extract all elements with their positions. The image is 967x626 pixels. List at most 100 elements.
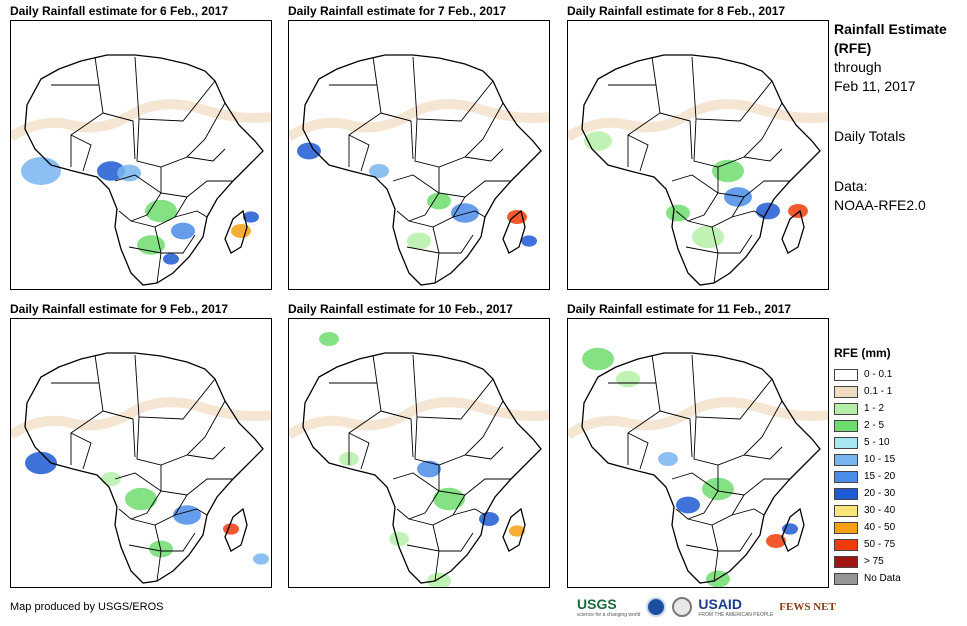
country-border	[671, 472, 719, 520]
totals-label: Daily Totals	[834, 128, 906, 144]
legend-label: 30 - 40	[864, 505, 896, 516]
rainfall-area	[173, 505, 201, 525]
legend-label: 40 - 50	[864, 522, 896, 533]
rainfall-area	[712, 159, 744, 183]
rainfall-area	[788, 204, 808, 218]
country-border	[452, 508, 486, 516]
country-border	[128, 544, 162, 582]
legend-label: > 75	[864, 556, 884, 567]
rainfall-area	[417, 460, 441, 478]
country-border	[687, 196, 745, 228]
through-label: through	[834, 59, 882, 75]
coastline	[24, 352, 264, 584]
legend-swatch	[834, 555, 858, 568]
light-rain-band	[289, 99, 549, 142]
coastline	[224, 507, 248, 552]
legend-label: 10 - 15	[864, 454, 896, 465]
country-border	[743, 446, 783, 460]
country-border	[711, 524, 753, 552]
legend-swatch	[834, 487, 858, 500]
rainfall-map	[567, 318, 829, 588]
country-border	[691, 354, 773, 420]
rainfall-area	[163, 253, 179, 265]
rainfall-area	[243, 211, 259, 223]
rainfall-area	[25, 451, 57, 475]
panel-title: Daily Rainfall estimate for 8 Feb., 2017	[567, 4, 786, 18]
country-border	[406, 544, 440, 582]
country-border	[627, 410, 691, 465]
legend-item: 10 - 15	[834, 451, 959, 468]
legend-item: 5 - 10	[834, 434, 959, 451]
country-border	[136, 102, 226, 168]
rainfall-map	[288, 318, 550, 588]
rainfall-area	[21, 157, 61, 185]
rainfall-area	[427, 192, 451, 210]
country-border	[154, 226, 196, 254]
legend-item: 2 - 5	[834, 417, 959, 434]
country-border	[186, 148, 226, 162]
rainfall-area	[253, 553, 269, 565]
country-border	[348, 410, 412, 465]
legend-item: 20 - 30	[834, 485, 959, 502]
country-border	[412, 56, 494, 122]
country-border	[464, 148, 504, 162]
country-border	[392, 174, 440, 222]
country-border	[348, 134, 370, 172]
rainfall-area	[658, 452, 678, 466]
usaid-seal-icon	[672, 597, 693, 617]
country-border	[114, 472, 162, 520]
legend-item: 50 - 75	[834, 536, 959, 553]
legend-swatch	[834, 470, 858, 483]
country-border	[392, 472, 440, 520]
country-border	[154, 524, 196, 552]
legend-swatch	[834, 521, 858, 534]
rainfall-map	[10, 318, 272, 588]
logo-strip: USGS science for a changing world USAID …	[577, 594, 836, 620]
africa-map-svg	[289, 54, 549, 286]
country-border	[348, 112, 412, 167]
legend-swatch	[834, 402, 858, 415]
rainfall-area	[171, 222, 195, 240]
africa-map-svg	[289, 332, 549, 587]
legend-label: 0.1 - 1	[864, 386, 893, 397]
country-border	[685, 246, 719, 284]
coastline	[302, 352, 542, 584]
rainfall-area	[101, 472, 121, 486]
legend-item: 0 - 0.1	[834, 366, 959, 383]
country-border	[685, 544, 719, 582]
rainfall-area	[782, 523, 798, 535]
panel-title: Daily Rainfall estimate for 9 Feb., 2017	[10, 302, 229, 316]
country-border	[651, 354, 657, 384]
country-border	[627, 134, 649, 172]
country-border	[743, 148, 783, 162]
rainfall-area	[223, 523, 239, 535]
country-border	[70, 112, 134, 167]
legend-item: 40 - 50	[834, 519, 959, 536]
light-rain-band	[568, 99, 828, 142]
country-border	[406, 246, 440, 284]
rainfall-area	[766, 534, 786, 548]
country-border	[671, 174, 719, 222]
coastline	[302, 54, 542, 286]
country-border	[731, 508, 765, 516]
legend-swatch	[834, 572, 858, 585]
through-date: Feb 11, 2017	[834, 78, 916, 94]
map-description: Rainfall Estimate (RFE) through Feb 11, …	[834, 20, 964, 215]
data-label: Data:	[834, 178, 868, 194]
country-border	[372, 56, 378, 86]
legend-label: 2 - 5	[864, 420, 885, 431]
legend-title: RFE (mm)	[834, 346, 891, 360]
country-border	[687, 494, 745, 526]
rainfall-area	[319, 332, 339, 346]
country-border	[174, 508, 208, 516]
country-border	[134, 354, 216, 420]
legend-swatch	[834, 436, 858, 449]
rainfall-map	[288, 20, 550, 290]
legend-label: 0 - 0.1	[864, 369, 893, 380]
country-border	[408, 494, 466, 526]
country-border	[134, 56, 216, 122]
country-border	[432, 524, 474, 552]
fews-net-logo: FEWS NET	[779, 601, 836, 613]
usaid-logo: USAID FROM THE AMERICAN PEOPLE	[698, 596, 774, 618]
country-border	[432, 226, 474, 254]
